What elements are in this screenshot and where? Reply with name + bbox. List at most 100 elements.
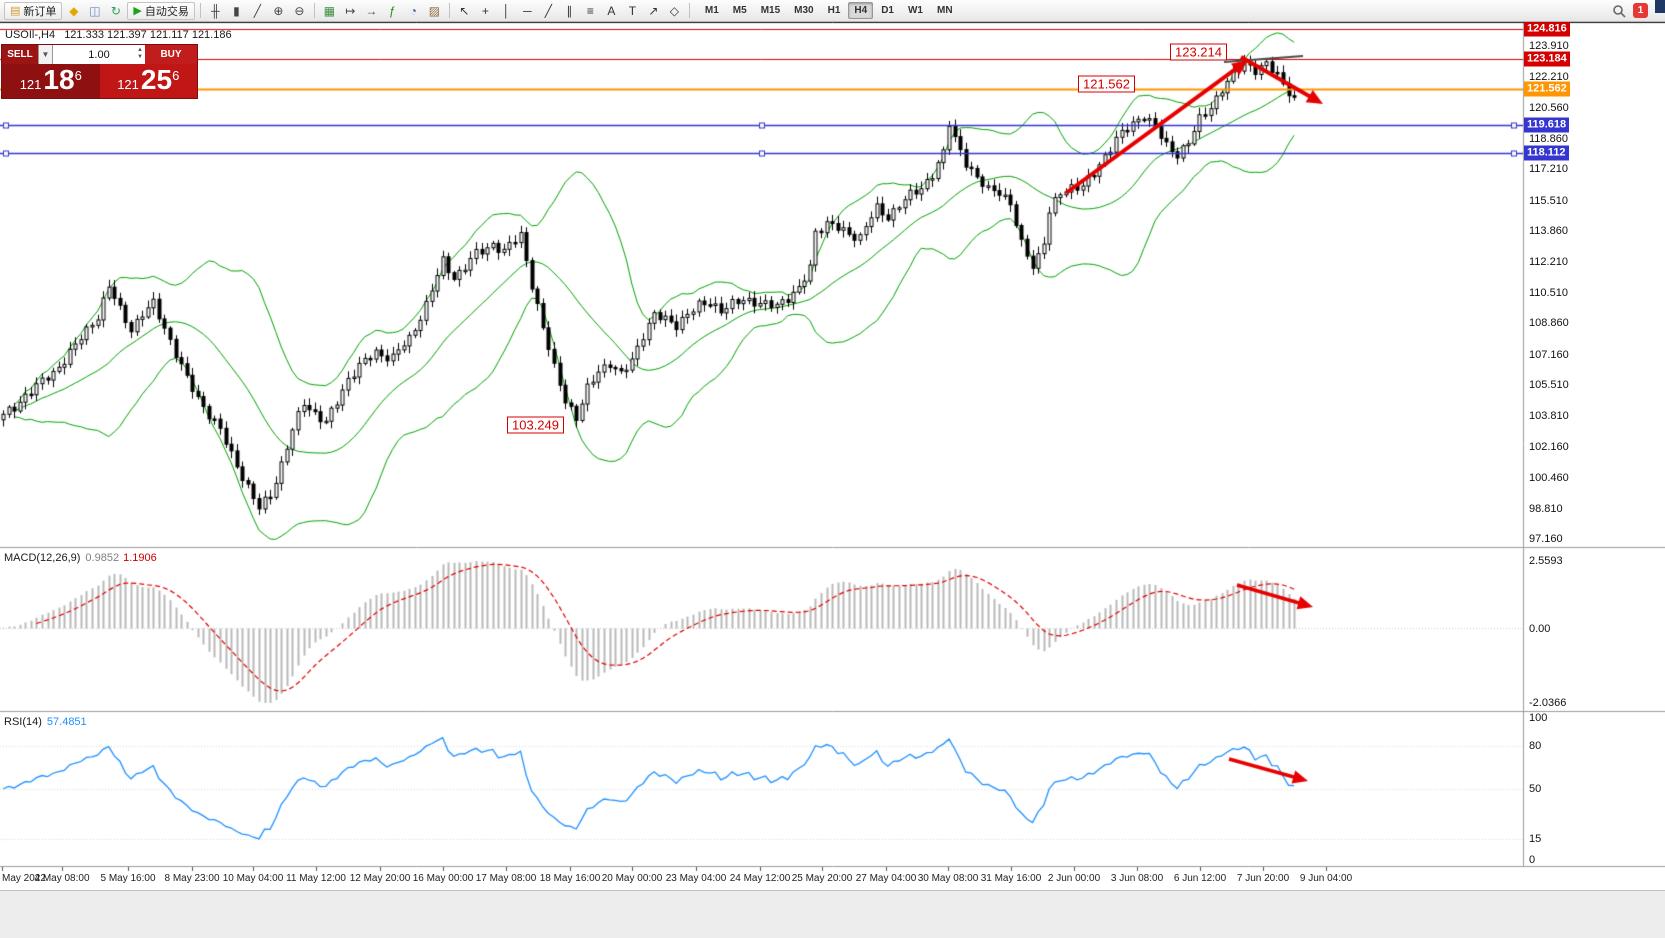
chart-shift-icon[interactable]: → — [361, 2, 382, 20]
timeframe-m30[interactable]: M30 — [794, 5, 814, 16]
time-label: 6 Jun 12:00 — [1173, 873, 1227, 884]
price-tick: 112.210 — [1529, 255, 1568, 268]
search-icon[interactable] — [1612, 4, 1626, 18]
sell-price-pips: 18 — [43, 64, 75, 95]
price-tick: 122.210 — [1529, 71, 1569, 84]
rsi-label: RSI(14) 57.4851 — [4, 716, 87, 728]
timeframe-m15[interactable]: M15 — [760, 5, 781, 16]
volume-input[interactable]: 1.00 ▲ ▼ — [53, 45, 145, 64]
candlestick-chart-icon[interactable]: ▮ — [226, 2, 247, 20]
toolbar-right: 1 — [1612, 3, 1662, 18]
navigator-icon: ◫ — [89, 3, 101, 18]
refresh-icon: ↻ — [110, 3, 121, 18]
templates-icon[interactable]: ▨ — [424, 2, 445, 20]
notification-badge[interactable]: 1 — [1633, 3, 1648, 18]
timeframe-m1[interactable]: M1 — [704, 5, 719, 16]
trendline-icon: ╱ — [544, 3, 552, 18]
scale-label-80: 80 — [1529, 740, 1542, 753]
zoom-in-icon[interactable]: ⊕ — [268, 2, 289, 20]
label-icon: T — [628, 3, 637, 18]
price-tick: 102.160 — [1529, 440, 1569, 453]
auto-scroll-icon[interactable]: ↦ — [340, 2, 361, 20]
text-icon[interactable]: A — [601, 2, 622, 20]
indicators-icon: ƒ — [389, 3, 396, 18]
scale-label-50: 50 — [1529, 783, 1542, 795]
time-label: 16 May 00:00 — [412, 873, 474, 884]
arrows-icon[interactable]: ↗ — [643, 2, 664, 20]
label-icon[interactable]: T — [622, 2, 643, 20]
line-chart-icon[interactable]: ╱ — [247, 2, 268, 20]
price-callout-123.214[interactable]: 123.214 — [1170, 43, 1227, 61]
timeframe-w1[interactable]: W1 — [907, 5, 923, 16]
navigator-icon[interactable]: ◫ — [84, 2, 105, 20]
price-callout-103.249[interactable]: 103.249 — [507, 416, 564, 434]
price-tag-119.618: 119.618 — [1524, 117, 1570, 133]
buy-price-prefix: 121 — [117, 77, 139, 92]
time-label: 30 May 08:00 — [917, 873, 979, 884]
stepper-down-icon[interactable]: ▼ — [137, 54, 143, 60]
auto-trading-button[interactable]: ▶ 自动交易 — [127, 1, 195, 20]
time-label: 10 May 04:00 — [222, 873, 284, 884]
trade-header-row: SELL ▼ 1.00 ▲ ▼ BUY — [2, 45, 197, 64]
bar-chart-icon[interactable]: ╫ — [205, 2, 226, 20]
price-tick: 108.860 — [1529, 317, 1569, 330]
new-order-button[interactable]: ▤ 新订单 — [4, 1, 63, 20]
cursor-icon[interactable]: ↖ — [454, 2, 475, 20]
time-label: 5 May 16:00 — [100, 873, 156, 884]
fibonacci-icon[interactable]: ≡ — [580, 2, 601, 20]
fibonacci-icon: ≡ — [586, 3, 594, 18]
price-callout-121.562[interactable]: 121.562 — [1078, 75, 1135, 93]
buy-button[interactable]: BUY — [145, 45, 197, 64]
periods-icon[interactable]: ◔ — [403, 2, 424, 20]
volume-stepper[interactable]: ▲ ▼ — [137, 47, 143, 61]
time-label: 12 May 20:00 — [349, 873, 411, 884]
channel-icon: ∥ — [566, 3, 573, 18]
timeframe-h1[interactable]: H1 — [827, 5, 841, 16]
trade-price-row: 121 18 6 121 25 6 — [2, 64, 197, 98]
sell-price[interactable]: 121 18 6 — [2, 64, 100, 98]
time-label: 17 May 08:00 — [475, 873, 537, 884]
price-tick: 107.160 — [1529, 348, 1569, 361]
tile-windows-icon: ▦ — [323, 3, 336, 18]
sell-button[interactable]: SELL — [2, 45, 38, 64]
price-tick: 103.810 — [1529, 410, 1569, 423]
auto-trading-icon: ▶ — [133, 5, 142, 17]
arrows-icon: ↗ — [648, 3, 659, 18]
trendline-icon[interactable]: ╱ — [538, 2, 559, 20]
market-watch-icon[interactable]: ◆ — [63, 2, 84, 20]
volume-dropdown[interactable]: ▼ — [38, 45, 53, 64]
new-order-icon: ▤ — [10, 5, 21, 17]
buy-price[interactable]: 121 25 6 — [99, 64, 197, 98]
stepper-up-icon[interactable]: ▲ — [137, 47, 143, 53]
indicators-icon[interactable]: ƒ — [382, 2, 403, 20]
time-label: 27 May 04:00 — [855, 873, 917, 884]
auto-trading-button-label: 自动交易 — [144, 5, 189, 18]
timeframe-d1[interactable]: D1 — [881, 5, 894, 16]
timeframe-m5[interactable]: M5 — [732, 5, 747, 16]
price-tick: 98.810 — [1529, 502, 1563, 515]
zoom-out-icon[interactable]: ⊖ — [289, 2, 310, 20]
horizontal-line-icon[interactable]: ─ — [517, 2, 538, 20]
shapes-icon: ◇ — [669, 3, 679, 18]
market-watch-icon: ◆ — [69, 3, 79, 18]
vertical-line-icon[interactable]: │ — [496, 2, 517, 20]
candlestick-chart-icon: ▮ — [233, 3, 240, 18]
price-tag-121.562: 121.562 — [1524, 81, 1570, 97]
shapes-icon[interactable]: ◇ — [664, 2, 685, 20]
toolbar: ▤ 新订单 ◆ ◫ ↻ ▶ 自动交易 ╫ ▮ ╱ ⊕ ⊖ ▦ ↦ → ƒ ◔ ▨ ↖ + │ ─ ╱ ∥ ≡ A T ↗ ◇ M1 M5 M… — [0, 0, 1665, 22]
tile-windows-icon[interactable]: ▦ — [319, 2, 340, 20]
price-tick: 118.860 — [1529, 133, 1568, 146]
timeframe-h4[interactable]: H4 — [848, 2, 874, 19]
scale-label-0.00: 0.00 — [1529, 622, 1551, 635]
timeframe-mn[interactable]: MN — [936, 5, 953, 16]
time-label: 4 May 08:00 — [34, 873, 90, 884]
price-tick: 100.460 — [1529, 472, 1569, 485]
macd-label: MACD(12,26,9) 0.9852 1.1906 — [4, 552, 157, 564]
sell-price-prefix: 121 — [19, 77, 42, 92]
channel-icon[interactable]: ∥ — [559, 2, 580, 20]
time-label: 2 Jun 00:00 — [1047, 873, 1101, 884]
crosshair-icon[interactable]: + — [475, 2, 496, 20]
scale-label--2.0366: -2.0366 — [1529, 697, 1567, 709]
refresh-icon[interactable]: ↻ — [105, 2, 126, 20]
